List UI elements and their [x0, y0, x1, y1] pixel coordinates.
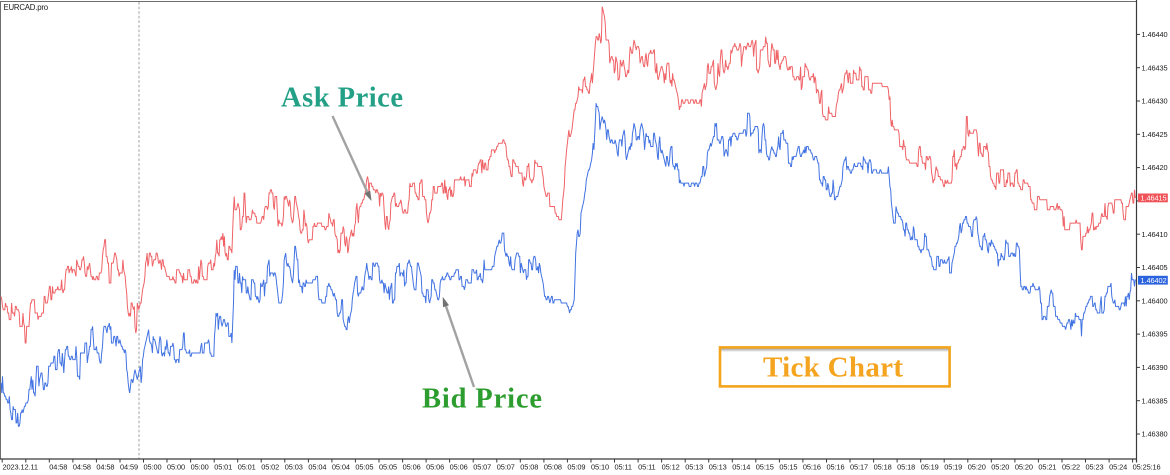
- svg-text:05:12: 05:12: [662, 463, 680, 472]
- svg-text:05:04: 05:04: [332, 463, 350, 472]
- svg-text:05:08: 05:08: [544, 463, 562, 472]
- svg-text:1.46400: 1.46400: [1142, 296, 1168, 305]
- svg-text:05:03: 05:03: [285, 463, 303, 472]
- svg-text:05:17: 05:17: [850, 463, 868, 472]
- svg-text:05:01: 05:01: [214, 463, 232, 472]
- svg-text:05:10: 05:10: [591, 463, 609, 472]
- svg-text:1.46380: 1.46380: [1142, 430, 1168, 439]
- svg-text:1.46385: 1.46385: [1142, 396, 1168, 405]
- svg-text:05:11: 05:11: [638, 463, 655, 472]
- svg-text:05:25:16: 05:25:16: [1133, 463, 1161, 472]
- svg-text:05:09: 05:09: [567, 463, 585, 472]
- svg-text:05:19: 05:19: [921, 463, 939, 472]
- svg-text:05:21: 05:21: [1038, 463, 1056, 472]
- svg-text:05:16: 05:16: [827, 463, 845, 472]
- svg-text:1.46435: 1.46435: [1142, 63, 1168, 72]
- svg-text:05:20: 05:20: [1015, 463, 1033, 472]
- svg-text:1.46415: 1.46415: [1141, 194, 1167, 203]
- svg-text:05:19: 05:19: [944, 463, 962, 472]
- svg-text:Tick Chart: Tick Chart: [763, 352, 903, 384]
- svg-text:05:05: 05:05: [379, 463, 397, 472]
- svg-text:05:00: 05:00: [144, 463, 162, 472]
- svg-text:1.46405: 1.46405: [1142, 263, 1168, 272]
- svg-text:05:08: 05:08: [520, 463, 538, 472]
- svg-text:05:20: 05:20: [968, 463, 986, 472]
- svg-text:1.46395: 1.46395: [1142, 330, 1168, 339]
- svg-text:1.46420: 1.46420: [1142, 163, 1168, 172]
- svg-text:05:16: 05:16: [803, 463, 821, 472]
- svg-text:05:15: 05:15: [756, 463, 774, 472]
- svg-text:1.46410: 1.46410: [1142, 230, 1168, 239]
- svg-text:1.46425: 1.46425: [1142, 130, 1168, 139]
- svg-text:05:00: 05:00: [191, 463, 209, 472]
- svg-text:05:18: 05:18: [897, 463, 915, 472]
- svg-text:05:07: 05:07: [473, 463, 491, 472]
- svg-text:05:23: 05:23: [1086, 463, 1104, 472]
- svg-text:05:00: 05:00: [167, 463, 185, 472]
- svg-text:05:06: 05:06: [426, 463, 444, 472]
- svg-text:04:58: 04:58: [73, 463, 91, 472]
- svg-text:04:58: 04:58: [96, 463, 114, 472]
- svg-text:Bid Price: Bid Price: [422, 384, 542, 415]
- svg-text:05:14: 05:14: [732, 463, 750, 472]
- svg-text:05:18: 05:18: [874, 463, 892, 472]
- svg-text:1.46430: 1.46430: [1142, 97, 1168, 106]
- svg-text:05:24: 05:24: [1109, 463, 1127, 472]
- svg-text:Ask Price: Ask Price: [281, 83, 403, 114]
- svg-text:05:01: 05:01: [238, 463, 256, 472]
- svg-text:05:06: 05:06: [403, 463, 421, 472]
- svg-text:2023.12.11: 2023.12.11: [3, 463, 38, 472]
- svg-text:05:22: 05:22: [1062, 463, 1080, 472]
- svg-text:04:59: 04:59: [120, 463, 138, 472]
- svg-text:05:13: 05:13: [709, 463, 727, 472]
- svg-text:05:05: 05:05: [355, 463, 373, 472]
- svg-text:1.46390: 1.46390: [1142, 363, 1168, 372]
- svg-text:05:20: 05:20: [991, 463, 1009, 472]
- svg-text:05:04: 05:04: [308, 463, 326, 472]
- svg-text:05:13: 05:13: [685, 463, 703, 472]
- svg-text:05:11: 05:11: [615, 463, 632, 472]
- svg-text:1.46440: 1.46440: [1142, 30, 1168, 39]
- svg-text:05:15: 05:15: [779, 463, 797, 472]
- svg-text:05:02: 05:02: [261, 463, 279, 472]
- svg-text:1.46402: 1.46402: [1141, 276, 1167, 285]
- svg-text:05:07: 05:07: [497, 463, 515, 472]
- svg-text:05:06: 05:06: [450, 463, 468, 472]
- svg-text:EURCAD.pro: EURCAD.pro: [4, 3, 49, 12]
- svg-text:04:58: 04:58: [49, 463, 67, 472]
